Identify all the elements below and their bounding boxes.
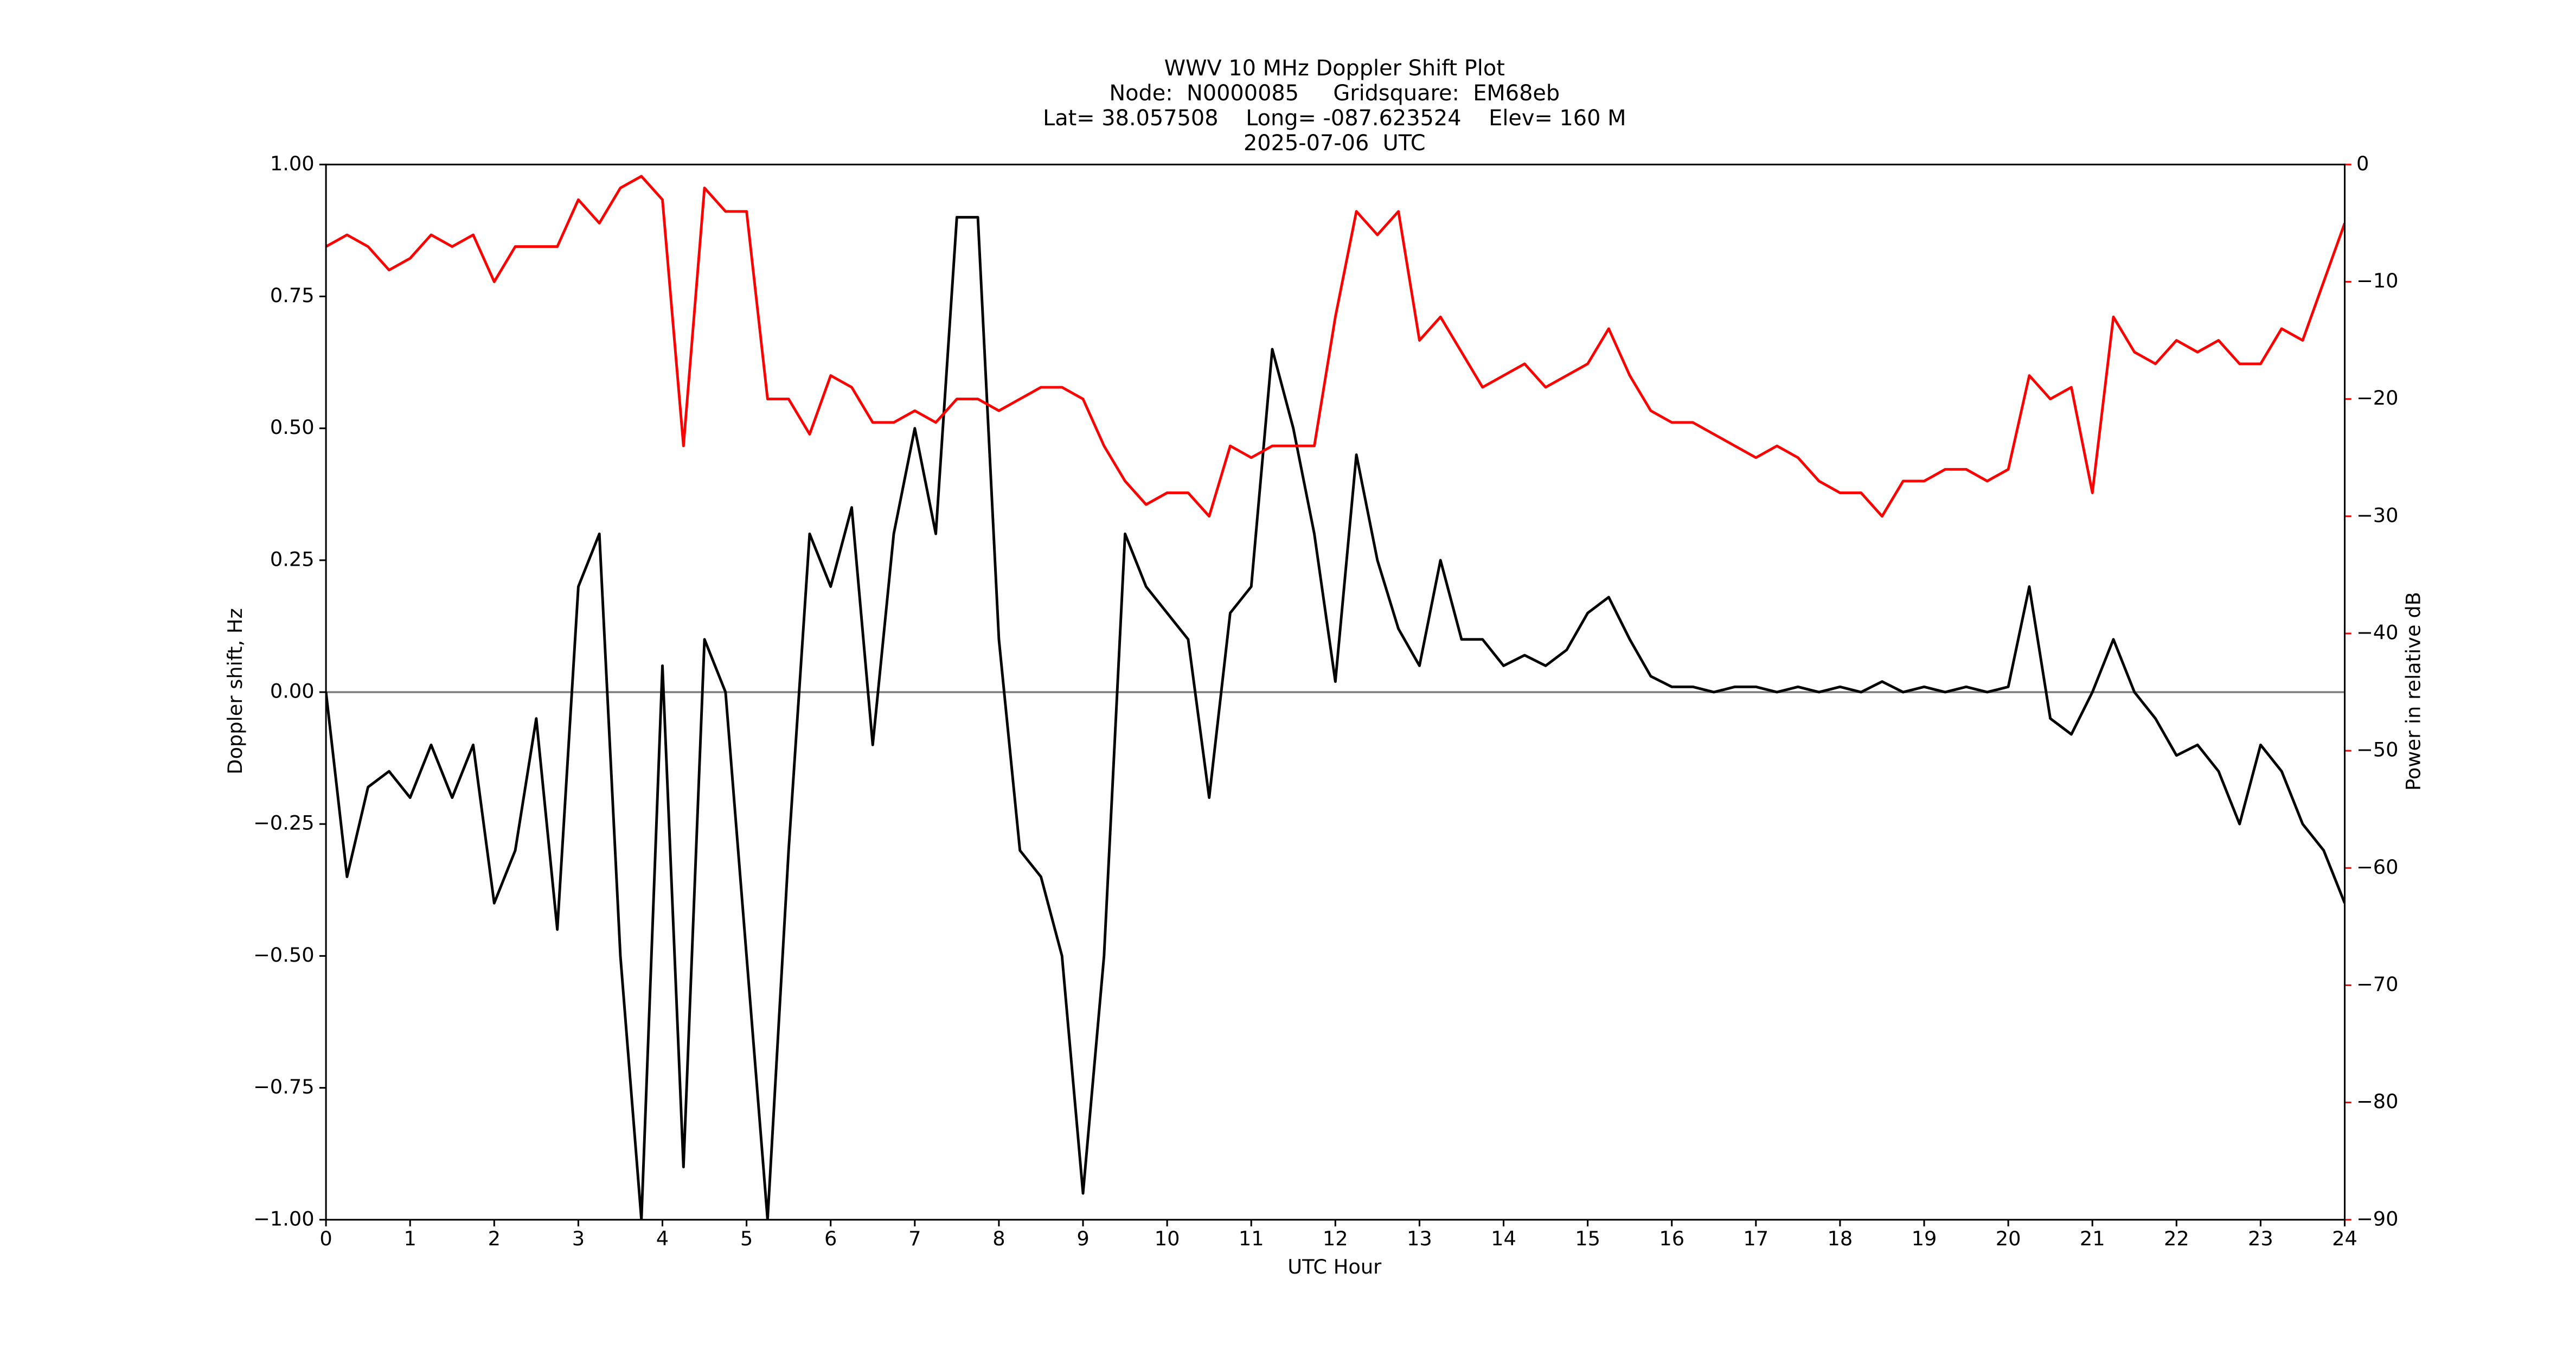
x-tick-label: 24	[2332, 1227, 2357, 1250]
x-tick-label: 18	[1828, 1227, 1853, 1250]
y2-tick-label: 0	[2356, 152, 2369, 175]
x-tick-label: 3	[572, 1227, 585, 1250]
x-tick-label: 11	[1239, 1227, 1264, 1250]
x-tick-label: 0	[319, 1227, 332, 1250]
y-tick-label: 0.25	[270, 547, 315, 571]
x-tick-label: 6	[824, 1227, 837, 1250]
y-tick-label: 0.00	[270, 680, 315, 703]
y2-tick-label: −80	[2356, 1090, 2399, 1113]
x-tick-label: 4	[656, 1227, 669, 1250]
x-tick-label: 7	[908, 1227, 921, 1250]
y2-axis-label: Power in relative dB	[2402, 592, 2425, 791]
x-tick-label: 20	[1996, 1227, 2021, 1250]
x-tick-label: 10	[1155, 1227, 1180, 1250]
y2-tick-label: −60	[2356, 855, 2399, 879]
chart-subtitle: Lat= 38.057508 Long= -087.623524 Elev= 1…	[1043, 106, 1626, 131]
y2-tick-label: −40	[2356, 621, 2399, 644]
chart-subtitle: 2025-07-06 UTC	[1244, 131, 1426, 156]
x-tick-label: 9	[1076, 1227, 1089, 1250]
x-tick-label: 23	[2248, 1227, 2273, 1250]
x-tick-label: 19	[1912, 1227, 1937, 1250]
x-tick-label: 21	[2080, 1227, 2105, 1250]
y-tick-label: 0.50	[270, 415, 315, 439]
x-tick-label: 15	[1575, 1227, 1600, 1250]
x-tick-label: 17	[1743, 1227, 1768, 1250]
y-axis-label: Doppler shift, Hz	[223, 608, 247, 775]
y2-tick-label: −50	[2356, 738, 2399, 762]
x-tick-label: 12	[1323, 1227, 1348, 1250]
y-tick-label: −0.50	[253, 943, 315, 967]
y-tick-label: 0.75	[270, 284, 315, 307]
x-tick-label: 5	[740, 1227, 753, 1250]
y-tick-label: 1.00	[270, 152, 315, 175]
x-tick-label: 22	[2164, 1227, 2189, 1250]
y2-tick-label: −70	[2356, 973, 2399, 996]
chart-title: WWV 10 MHz Doppler Shift Plot	[1164, 56, 1505, 81]
y-tick-label: −0.75	[253, 1075, 315, 1098]
data-line	[326, 175, 2345, 518]
y2-tick-label: −90	[2356, 1207, 2399, 1230]
x-tick-label: 14	[1491, 1227, 1516, 1250]
data-line	[326, 216, 2345, 1220]
x-tick-label: 2	[488, 1227, 501, 1250]
x-tick-label: 1	[404, 1227, 416, 1250]
x-axis-label: UTC Hour	[1287, 1255, 1382, 1278]
x-tick-label: 16	[1659, 1227, 1684, 1250]
y2-tick-label: −30	[2356, 503, 2399, 527]
plot-frame	[325, 163, 2346, 1221]
y-tick-label: −1.00	[253, 1207, 315, 1230]
y2-tick-label: −20	[2356, 386, 2399, 410]
x-tick-label: 8	[992, 1227, 1005, 1250]
y2-tick-label: −10	[2356, 269, 2399, 292]
chart-subtitle: Node: N0000085 Gridsquare: EM68eb	[1109, 81, 1560, 106]
x-tick-label: 13	[1407, 1227, 1432, 1250]
y-tick-label: −0.25	[253, 811, 315, 835]
